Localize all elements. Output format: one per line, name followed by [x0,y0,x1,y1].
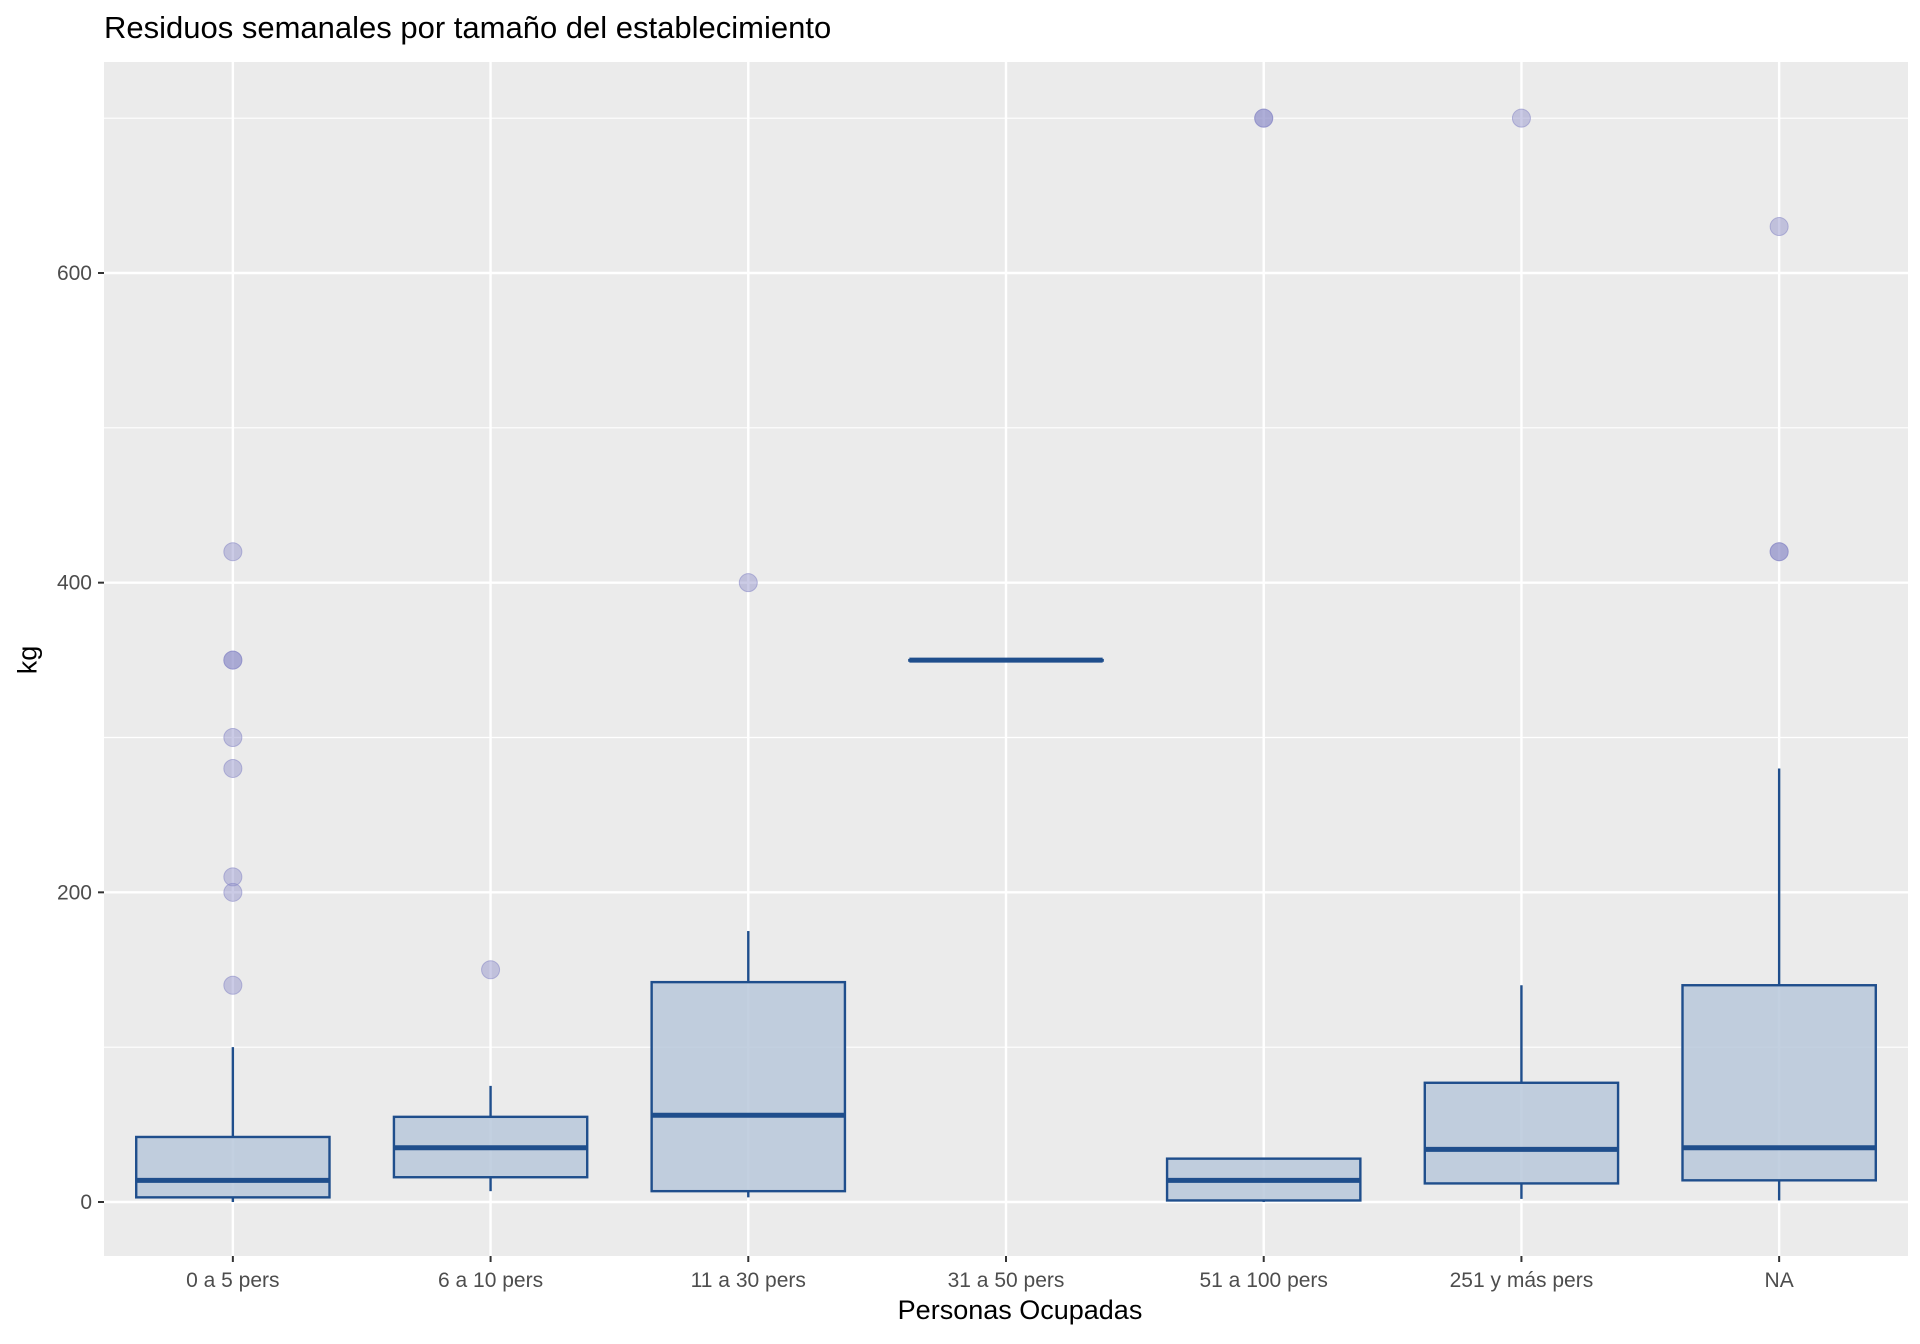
outlier-point [223,867,243,887]
x-tick-label: 251 y más pers [1450,1269,1594,1292]
x-tick-label: 31 a 50 pers [948,1269,1065,1292]
box-iqr [1681,984,1877,1182]
outlier-point [223,882,243,902]
outlier-point [1769,542,1789,562]
outlier-point [223,975,243,995]
y-tick-label: 0 [80,1191,92,1214]
outlier-point [1769,217,1789,237]
y-tick-label: 400 [57,572,92,595]
axes: 0 200 400 600 0 a 5 pers 6 a 10 pers 11 a 30 p… [57,262,1794,1292]
y-tick-label: 200 [57,881,92,904]
outlier-point [1254,108,1274,128]
boxes [135,657,1877,1202]
outlier-point [481,960,501,980]
x-axis-label: Personas Ocupadas [897,1295,1143,1325]
outlier-points [223,108,1789,995]
chart-title: Residuos semanales por tamaño del establ… [104,10,832,45]
box-iqr [1423,1081,1620,1185]
box-iqr [650,980,847,1193]
outlier-point [223,650,243,670]
x-tick-label: 6 a 10 pers [438,1269,543,1292]
y-axis-label: kg [12,645,43,675]
outlier-point [738,573,758,593]
x-tick-label: 51 a 100 pers [1199,1269,1327,1292]
x-tick-label: 0 a 5 pers [186,1269,279,1292]
outlier-point [223,542,243,562]
x-tick-label: NA [1765,1269,1794,1292]
y-tick-label: 600 [57,262,92,285]
outlier-point [223,728,243,747]
outlier-point [1511,108,1531,128]
x-tick-label: 11 a 30 pers [691,1269,806,1292]
outlier-point [223,758,243,778]
box-iqr [135,1135,331,1199]
